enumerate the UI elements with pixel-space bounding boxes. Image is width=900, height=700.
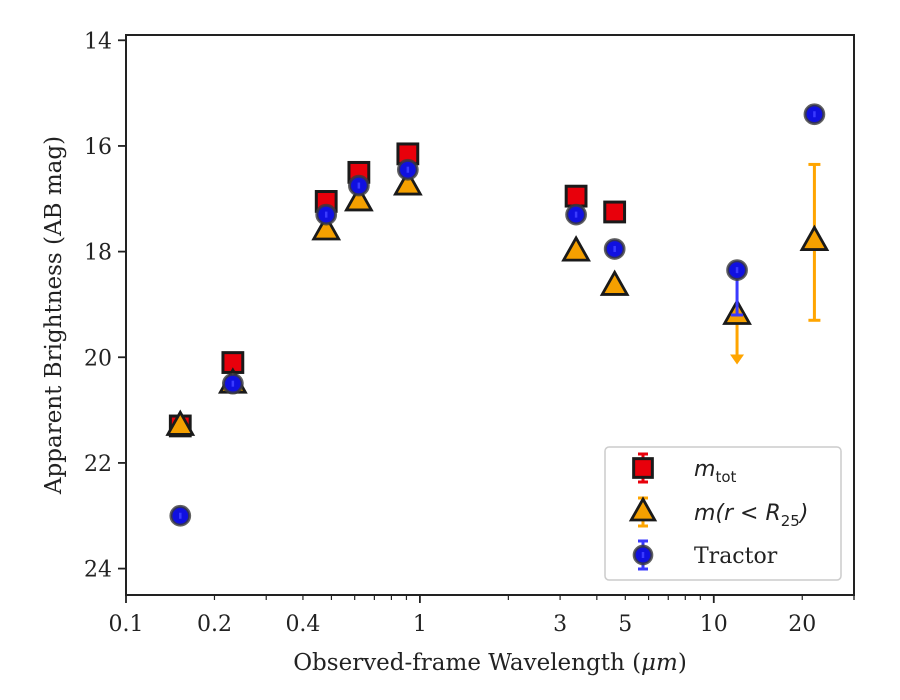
legend-label: mtot	[694, 457, 736, 486]
series-2	[169, 103, 826, 527]
x-tick-label: 5	[618, 612, 632, 637]
x-tick-label: 1	[413, 612, 427, 637]
legend-label-tail: )	[798, 501, 809, 526]
legend-item-1: m(r < R25)	[628, 496, 808, 530]
x-tick-label: 0.4	[285, 612, 320, 637]
triangle-marker	[165, 409, 196, 436]
y-axis-label: Apparent Brightness (AB mag)	[41, 136, 67, 495]
legend-item-0: mtot	[632, 452, 736, 486]
x-axis-label: Observed-frame Wavelength (μm)	[293, 650, 687, 676]
legend-label-main: m(r < R	[694, 501, 781, 526]
y-axis-ticks: 14 16 18 20 22 24	[84, 29, 126, 583]
y-tick-label: 16	[84, 135, 112, 160]
triangle-marker	[599, 269, 630, 296]
y-tick-label: 24	[84, 558, 112, 583]
upper-limit-arrow	[730, 354, 745, 365]
square-marker	[564, 184, 588, 208]
legend: mtot m(r < R25) Tractor	[604, 446, 842, 581]
triangle-marker	[799, 224, 830, 251]
triangle-marker	[628, 496, 658, 522]
legend-box	[604, 446, 842, 581]
chart-marks	[165, 103, 830, 527]
y-tick-label: 22	[84, 452, 112, 477]
x-tick-label: 3	[553, 612, 567, 637]
y-tick-label: 18	[84, 241, 112, 266]
x-tick-label: 0.2	[197, 612, 232, 637]
x-tick-label: 0.1	[109, 612, 144, 637]
legend-label-sub: tot	[715, 468, 736, 486]
legend-label: Tractor	[694, 544, 778, 569]
legend-label-main: m	[694, 457, 715, 482]
x-axis-label-unit: μm	[641, 650, 678, 676]
plot-frame	[125, 34, 855, 596]
y-tick-label: 14	[84, 29, 112, 54]
legend-label: m(r < R25)	[694, 501, 808, 530]
legend-label-sub: 25	[781, 512, 800, 530]
square-marker	[603, 200, 627, 224]
square-marker	[632, 457, 654, 479]
legend-item-2: Tractor	[632, 539, 778, 571]
triangle-marker	[561, 235, 591, 262]
legend-items: mtot m(r < R25) Tractor	[628, 452, 808, 571]
y-tick-label: 20	[84, 346, 112, 371]
x-tick-label: 20	[788, 612, 816, 637]
x-tick-label: 10	[700, 612, 728, 637]
triangle-marker	[311, 214, 342, 241]
triangle-marker	[344, 184, 374, 212]
triangle-marker	[392, 169, 423, 196]
x-axis-ticks: 0.1 0.2 0.4 1 3 5 10 20	[109, 595, 855, 637]
